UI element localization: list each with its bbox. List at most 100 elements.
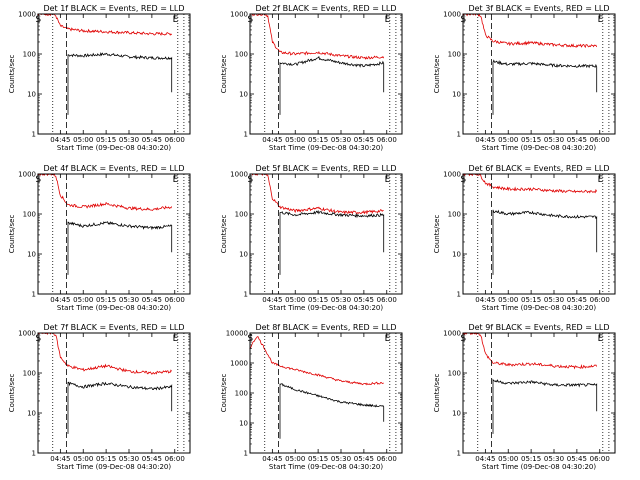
marker-e: E — [598, 334, 604, 344]
x-axis-label: Start Time (09-Dec-08 04:30:20) — [482, 463, 596, 471]
y-tick-label: 1000 — [230, 11, 248, 19]
x-tick-label: 05:45 — [354, 455, 374, 463]
panel-title: Det 2f BLACK = Events, RED = LLD — [255, 4, 396, 13]
x-tick-label: 06:00 — [590, 136, 610, 144]
panel-title: Det 6f BLACK = Events, RED = LLD — [468, 164, 609, 173]
series-lld-line — [249, 13, 385, 60]
x-tick-label: 05:30 — [331, 136, 351, 144]
y-tick-label: 1000 — [443, 11, 461, 19]
plot-frame — [37, 13, 191, 135]
x-tick-label: 04:45 — [475, 296, 495, 304]
marker-s: S — [247, 334, 253, 344]
x-tick-label: 05:15 — [308, 136, 328, 144]
x-tick-label: 06:00 — [377, 296, 397, 304]
y-tick-label: 100 — [235, 390, 248, 398]
x-tick-label: 04:45 — [475, 136, 495, 144]
x-tick-label: 05:45 — [567, 296, 587, 304]
y-tick-label: 10 — [27, 91, 36, 99]
y-tick-label: 1 — [457, 131, 461, 139]
y-axis-label: Counts/sec — [8, 215, 16, 254]
x-tick-label: 05:15 — [308, 455, 328, 463]
x-tick-label: 05:00 — [498, 136, 518, 144]
y-tick-label: 10 — [452, 91, 461, 99]
y-tick-label: 100 — [235, 51, 248, 59]
x-tick-label: 04:45 — [50, 455, 70, 463]
x-tick-label: 04:45 — [262, 136, 282, 144]
x-tick-label: 05:00 — [73, 455, 93, 463]
y-tick-label: 10 — [452, 251, 461, 259]
x-tick-label: 05:15 — [521, 455, 541, 463]
marker-e: E — [385, 175, 391, 185]
x-tick-label: 05:30 — [119, 136, 139, 144]
series-lld-line — [249, 173, 384, 215]
series-lld-line — [462, 173, 598, 194]
x-tick-label: 06:00 — [165, 296, 185, 304]
x-tick-label: 04:45 — [262, 455, 282, 463]
y-tick-label: 10 — [27, 251, 36, 259]
series-events-line — [492, 378, 598, 434]
y-tick-label: 1 — [457, 291, 461, 299]
y-tick-label: 1 — [32, 291, 36, 299]
y-tick-label: 1000 — [230, 360, 248, 368]
x-axis-label: Start Time (09-Dec-08 04:30:20) — [57, 463, 171, 471]
marker-e: E — [173, 15, 179, 25]
marker-e: E — [173, 175, 179, 185]
x-tick-label: 06:00 — [165, 455, 185, 463]
y-tick-label: 1 — [244, 291, 248, 299]
x-tick-label: 05:45 — [142, 455, 162, 463]
plot-frame — [462, 173, 616, 295]
y-tick-label: 1000 — [230, 171, 248, 179]
y-tick-label: 100 — [448, 370, 461, 378]
y-tick-label: 1 — [244, 450, 248, 458]
series-events-line — [279, 209, 385, 275]
y-tick-label: 10 — [239, 420, 248, 428]
x-tick-label: 05:45 — [142, 136, 162, 144]
x-tick-label: 04:45 — [50, 296, 70, 304]
x-tick-label: 05:00 — [498, 455, 518, 463]
series-events-line — [279, 383, 385, 439]
x-tick-label: 05:30 — [331, 296, 351, 304]
x-tick-label: 05:45 — [354, 296, 374, 304]
y-tick-label: 1 — [32, 450, 36, 458]
x-axis-label: Start Time (09-Dec-08 04:30:20) — [57, 144, 171, 152]
y-tick-label: 100 — [23, 211, 36, 219]
y-axis-label: Counts/sec — [433, 374, 441, 413]
x-tick-label: 05:00 — [285, 296, 305, 304]
panel-title: Det 8f BLACK = Events, RED = LLD — [255, 323, 396, 332]
y-tick-label: 1000 — [18, 171, 36, 179]
series-lld-line — [37, 173, 173, 211]
x-tick-label: 05:30 — [119, 455, 139, 463]
panel-title: Det 7f BLACK = Events, RED = LLD — [43, 323, 184, 332]
y-tick-label: 1000 — [18, 330, 36, 338]
marker-e: E — [173, 334, 179, 344]
plot-frame — [249, 173, 403, 295]
x-tick-label: 05:45 — [142, 296, 162, 304]
x-tick-label: 05:30 — [544, 455, 564, 463]
x-axis-label: Start Time (09-Dec-08 04:30:20) — [269, 304, 383, 312]
panel-title: Det 9f BLACK = Events, RED = LLD — [468, 323, 609, 332]
y-tick-label: 1 — [457, 450, 461, 458]
x-tick-label: 05:45 — [354, 136, 374, 144]
y-axis-label: Counts/sec — [8, 374, 16, 413]
x-tick-label: 05:45 — [567, 455, 587, 463]
y-tick-label: 1 — [244, 131, 248, 139]
series-events-line — [492, 209, 598, 275]
x-tick-label: 05:45 — [567, 136, 587, 144]
x-tick-label: 04:45 — [475, 455, 495, 463]
x-tick-label: 05:15 — [521, 136, 541, 144]
x-tick-label: 05:30 — [331, 455, 351, 463]
x-tick-label: 05:30 — [119, 296, 139, 304]
x-tick-label: 05:00 — [285, 455, 305, 463]
x-tick-label: 06:00 — [590, 296, 610, 304]
series-events-line — [492, 59, 598, 115]
series-events-line — [67, 221, 173, 275]
x-tick-label: 05:00 — [73, 136, 93, 144]
x-tick-label: 06:00 — [377, 136, 397, 144]
panel-title: Det 1f BLACK = Events, RED = LLD — [43, 4, 184, 13]
